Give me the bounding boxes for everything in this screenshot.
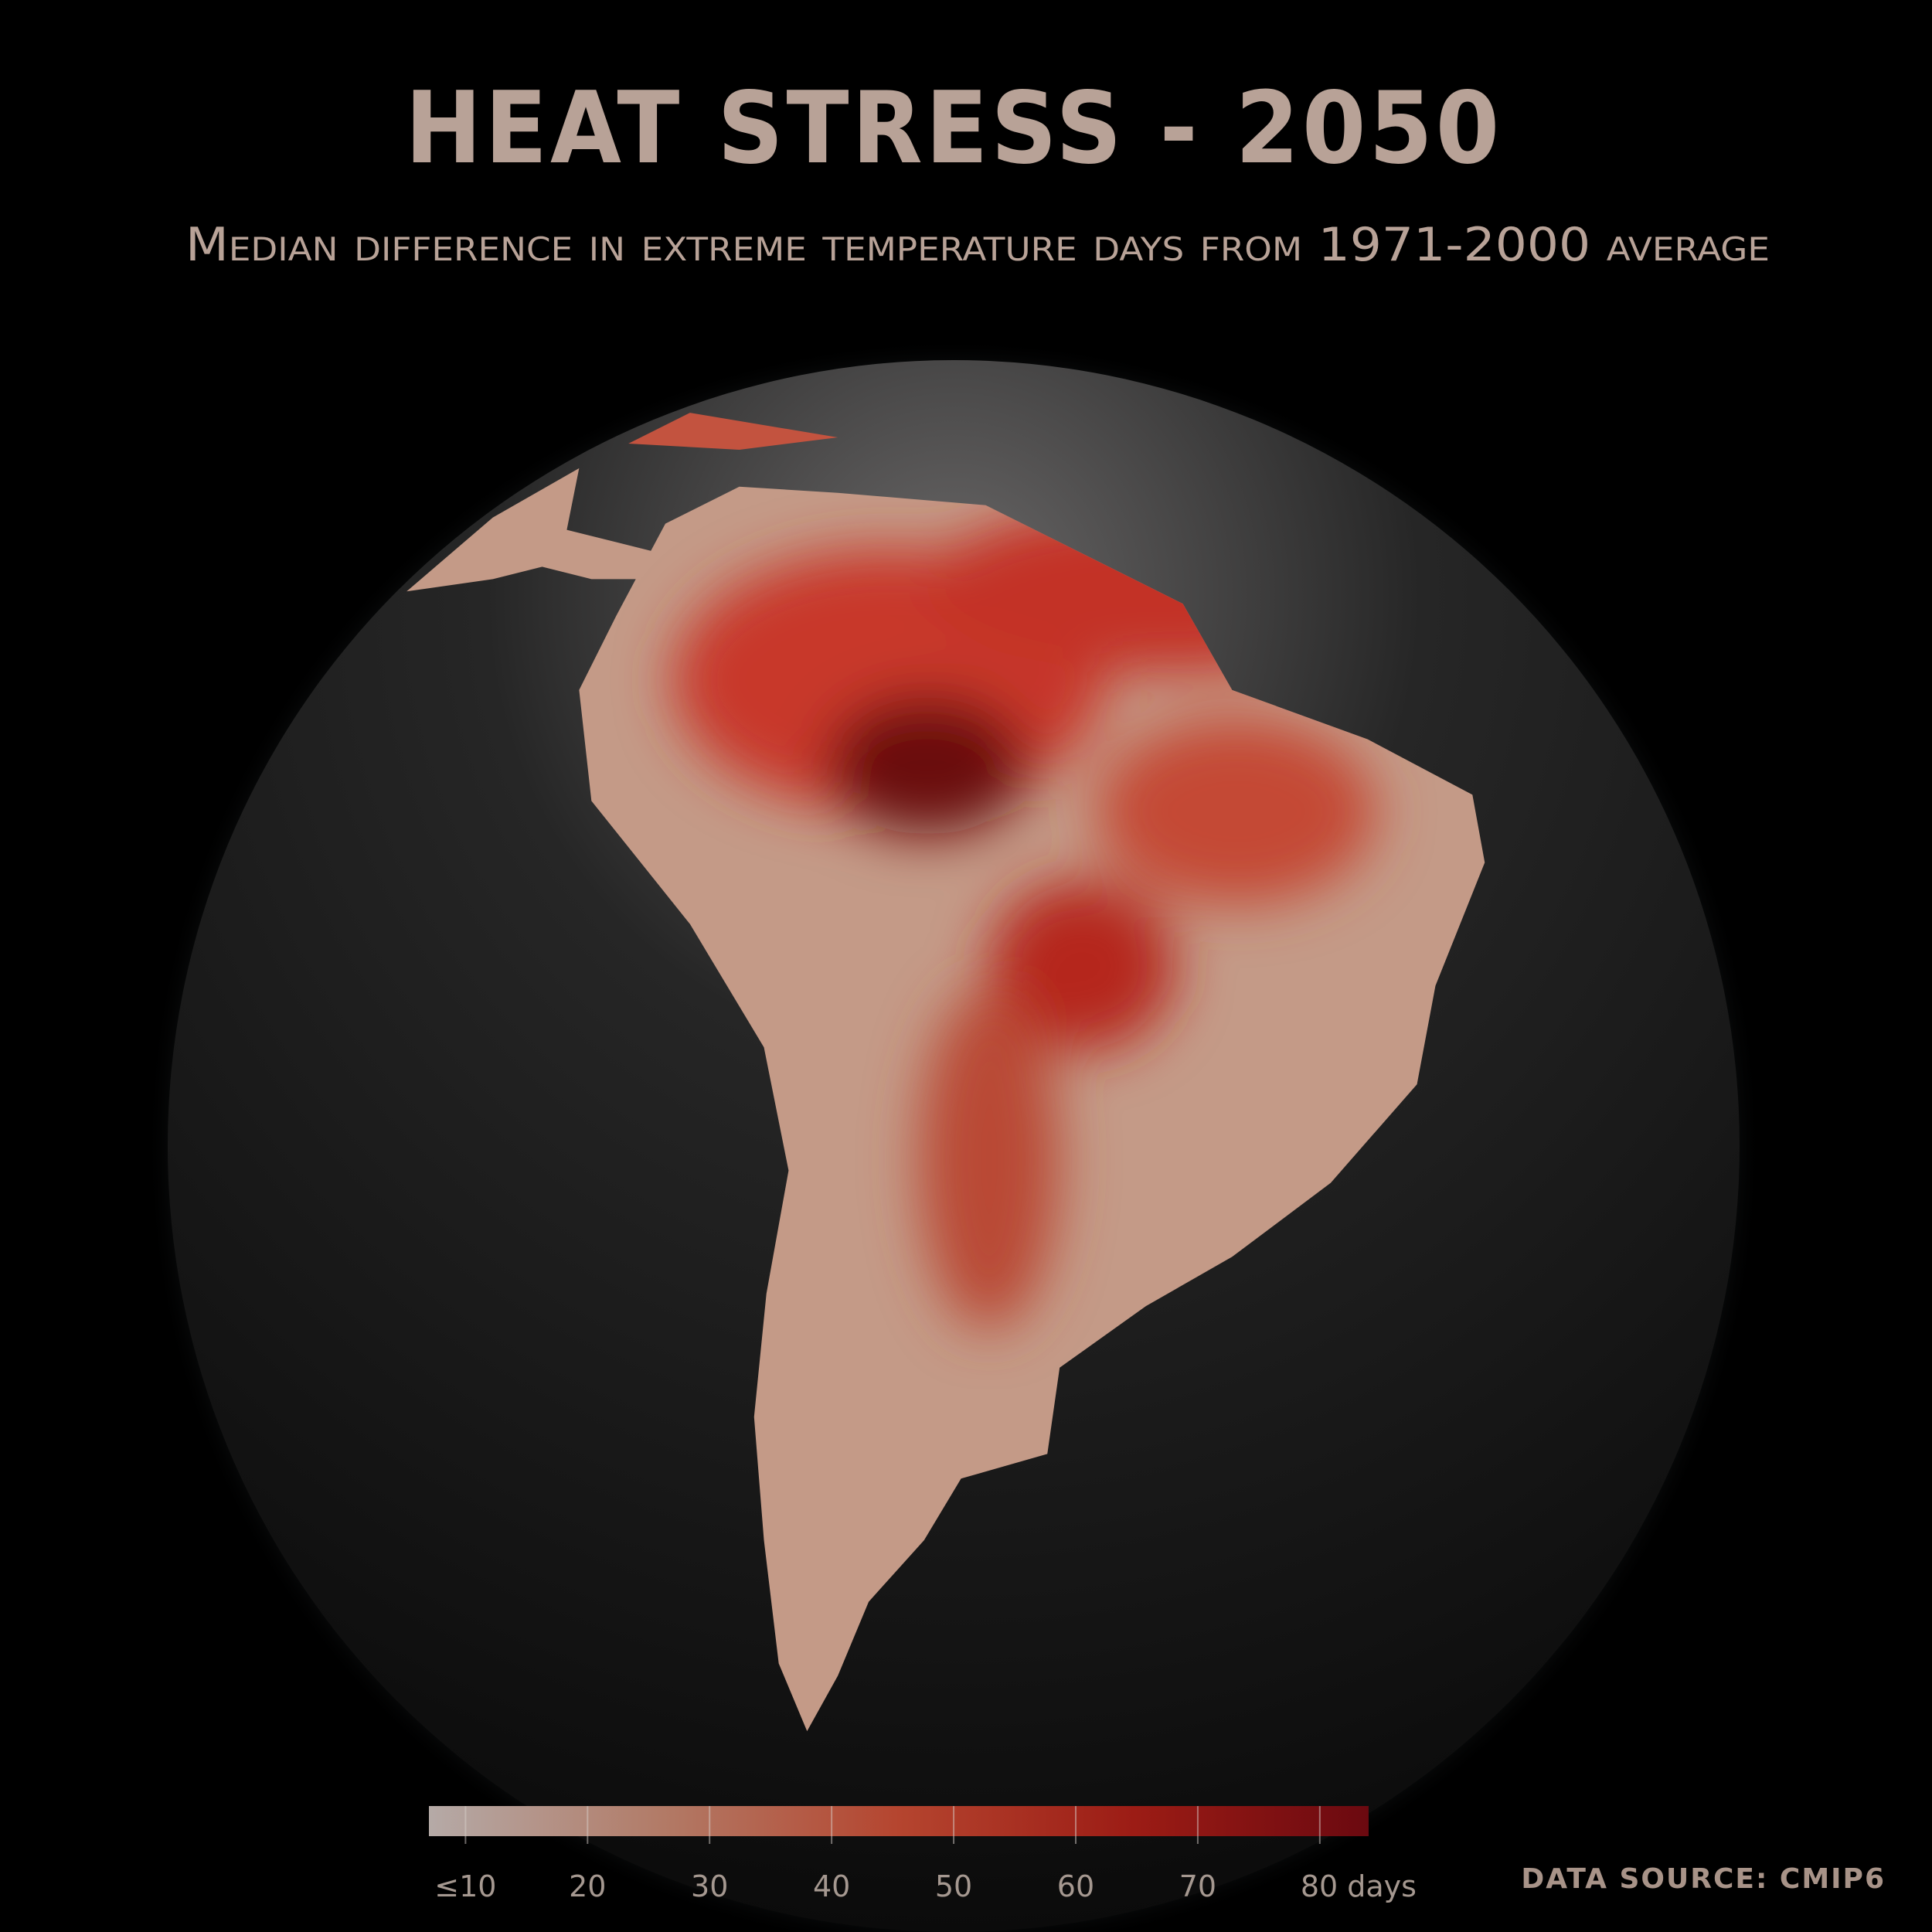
subtitle: Median difference in extreme temperature… bbox=[185, 218, 1770, 272]
caribbean bbox=[628, 413, 838, 450]
colorbar-tick-label: 30 bbox=[691, 1869, 728, 1903]
central-america bbox=[406, 468, 665, 592]
colorbar-tick-label: ≤10 bbox=[434, 1869, 496, 1903]
colorbar-tick-label: 60 bbox=[1057, 1869, 1094, 1903]
heat-overlay bbox=[672, 502, 1391, 1329]
colorbar-tick-label: 40 bbox=[813, 1869, 850, 1903]
colorbar-tick-label: 70 bbox=[1179, 1869, 1216, 1903]
colorbar-tick-label: 50 bbox=[935, 1869, 972, 1903]
title: HEAT STRESS - 2050 bbox=[405, 71, 1502, 186]
colorbar-tick-label: 20 bbox=[569, 1869, 606, 1903]
source: DATA SOURCE: CMIP6 bbox=[1521, 1863, 1886, 1895]
colorbar-tick-label: 80 days bbox=[1301, 1869, 1417, 1903]
land bbox=[406, 413, 1485, 1732]
colorbar: ≤10 20 30 40 50 60 70 80 days bbox=[429, 1806, 1417, 1903]
colorbar-ramp bbox=[429, 1806, 1369, 1836]
